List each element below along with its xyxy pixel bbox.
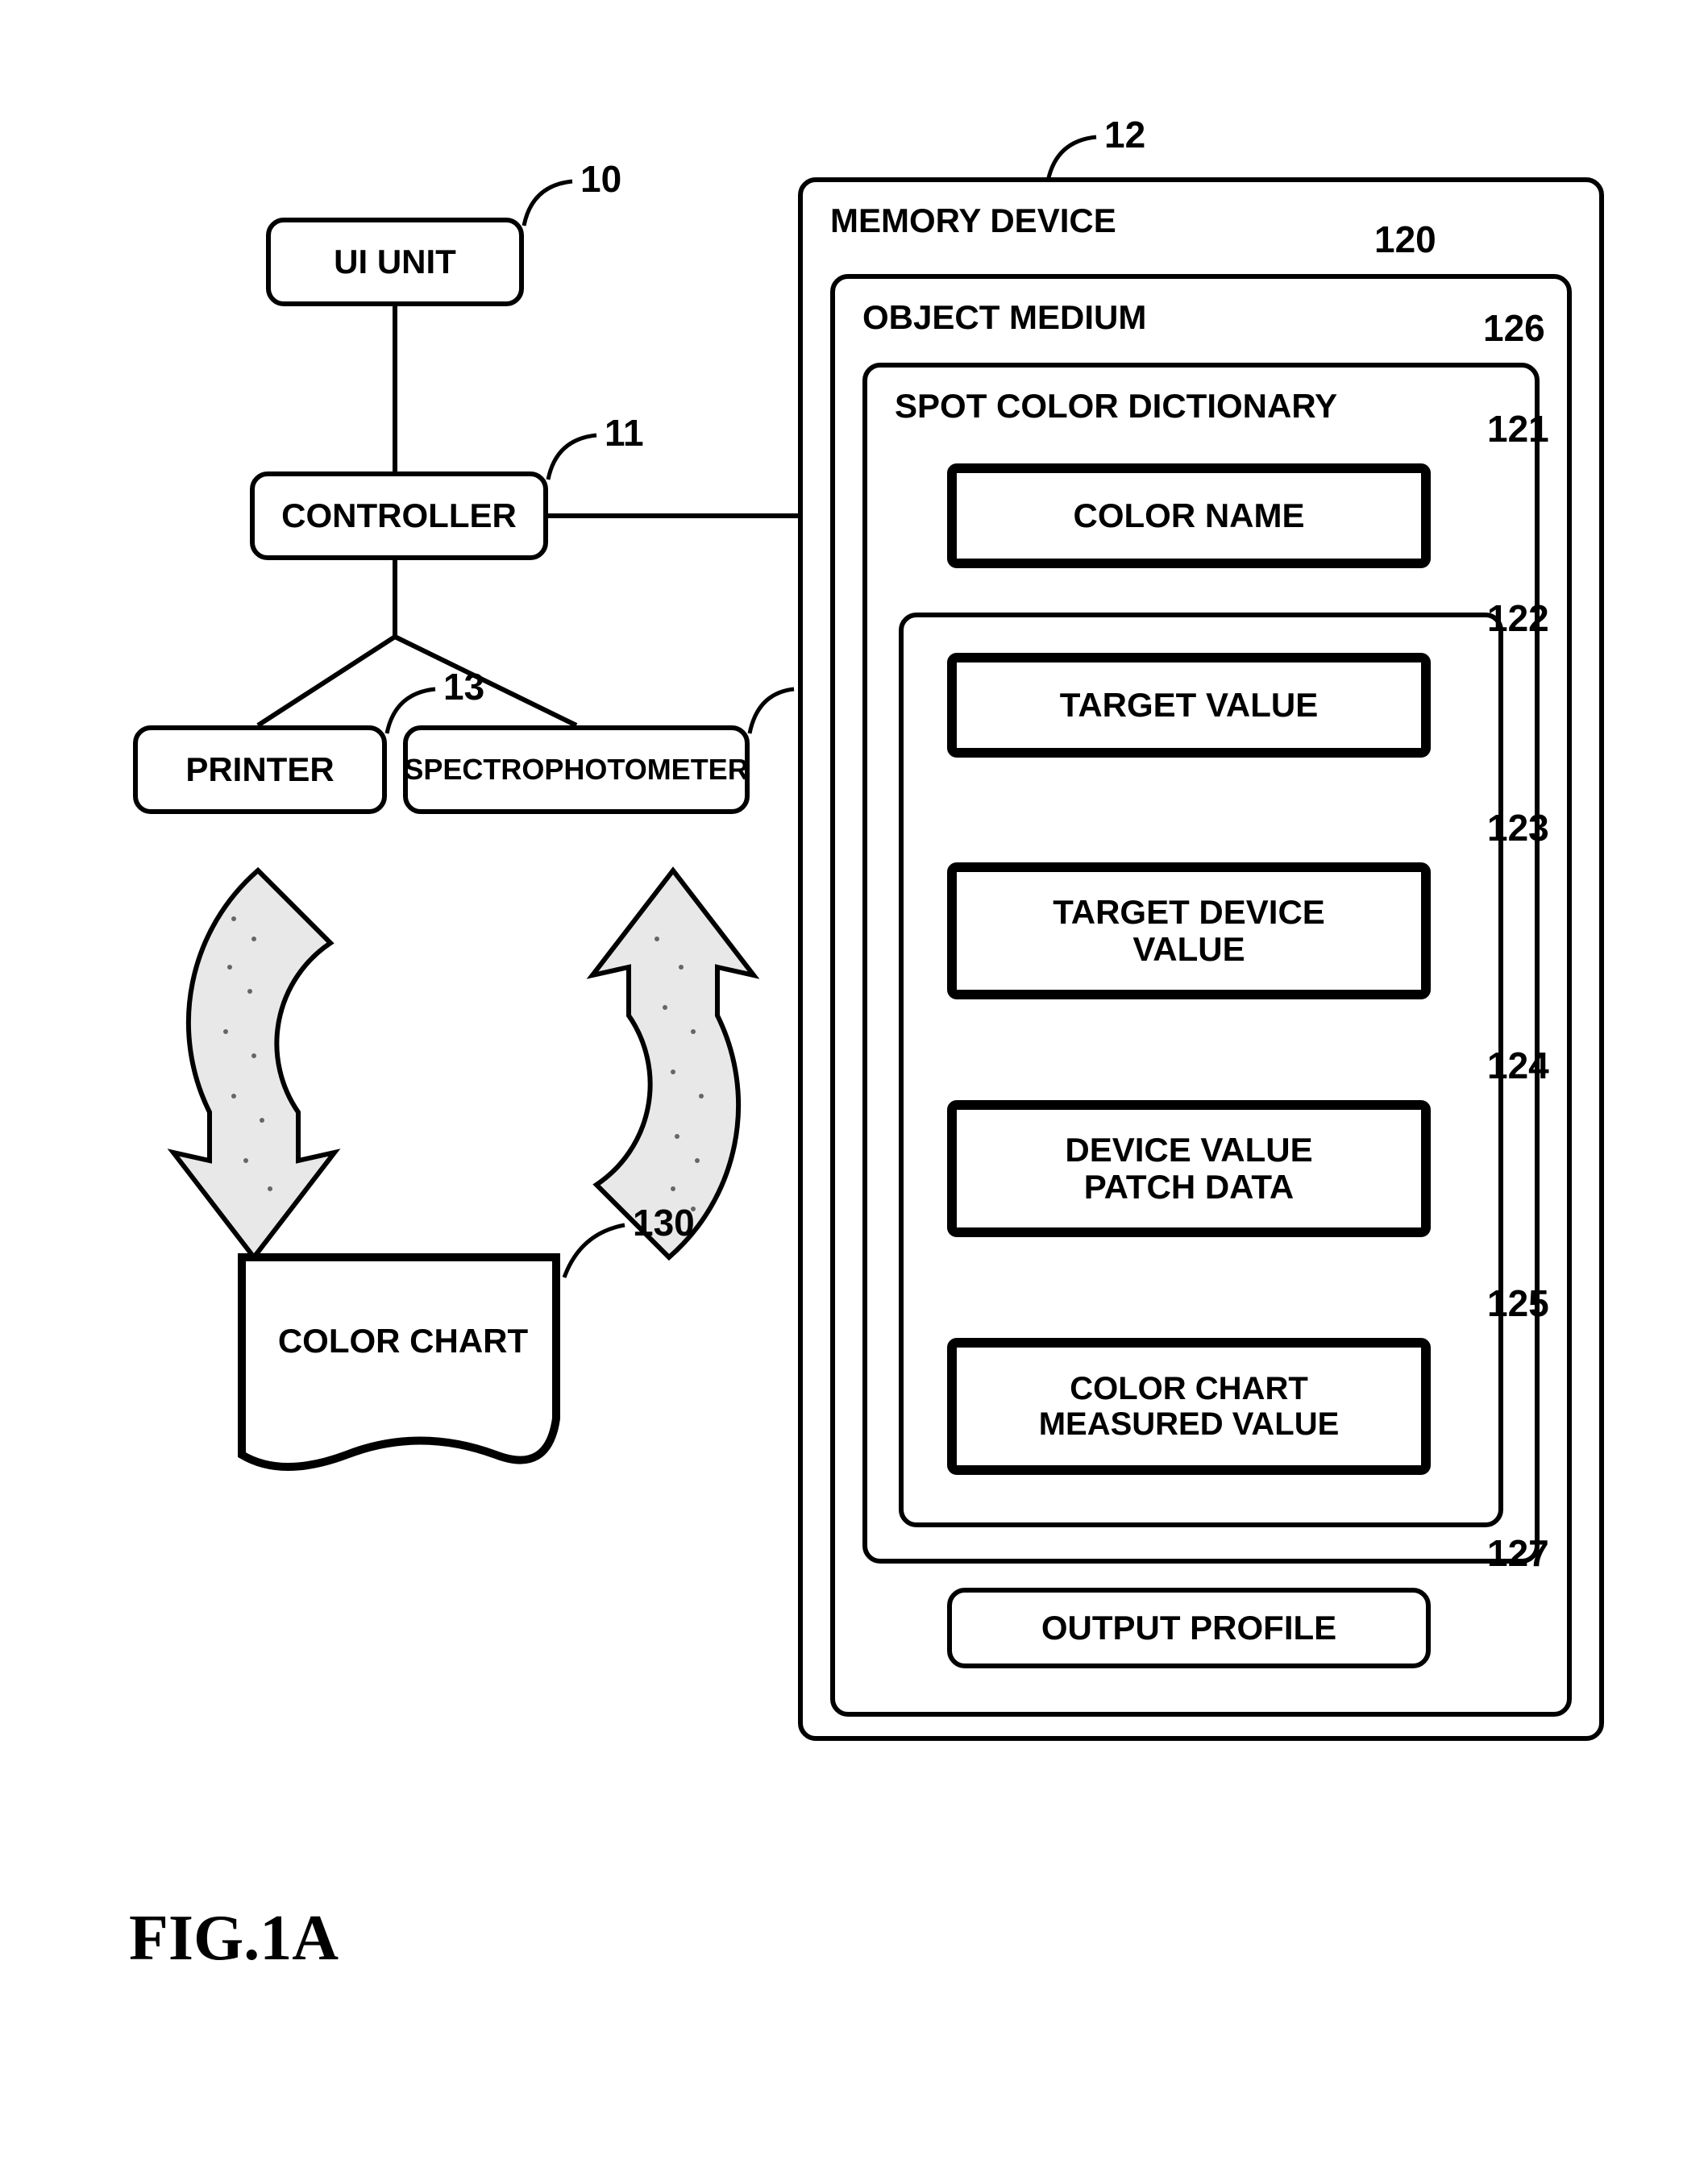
printer-num: 13 xyxy=(443,665,484,708)
ui-unit-label: UI UNIT xyxy=(334,243,456,280)
spectro-box: SPECTROPHOTOMETER xyxy=(403,725,750,814)
target-device-num: 123 xyxy=(1487,806,1549,849)
figure-caption: FIG.1A xyxy=(129,1902,339,1975)
controller-num: 11 xyxy=(605,411,644,455)
dictionary-label: SPOT COLOR DICTIONARY xyxy=(895,387,1337,426)
memory-num: 12 xyxy=(1104,113,1145,156)
patch-data-num: 124 xyxy=(1487,1044,1549,1087)
printer-box: PRINTER xyxy=(133,725,387,814)
target-value-num: 122 xyxy=(1487,596,1549,640)
printer-label: PRINTER xyxy=(185,751,334,788)
target-device-box: TARGET DEVICE VALUE xyxy=(947,862,1431,999)
color-name-label: COLOR NAME xyxy=(1074,497,1305,534)
memory-title: MEMORY DEVICE xyxy=(830,201,1116,240)
target-device-label: TARGET DEVICE VALUE xyxy=(1053,894,1325,968)
color-chart-label: COLOR CHART xyxy=(274,1322,532,1360)
color-name-num: 121 xyxy=(1487,407,1549,451)
controller-label: CONTROLLER xyxy=(281,497,517,534)
diagram-canvas: UI UNIT 10 CONTROLLER 11 PRINTER 13 SPEC… xyxy=(0,0,1708,2164)
measured-value-box: COLOR CHART MEASURED VALUE xyxy=(947,1338,1431,1475)
ui-unit-box: UI UNIT xyxy=(266,218,524,306)
color-chart-num: 130 xyxy=(633,1201,695,1244)
patch-data-box: DEVICE VALUE PATCH DATA xyxy=(947,1100,1431,1237)
target-value-label: TARGET VALUE xyxy=(1060,687,1318,724)
measured-value-num: 125 xyxy=(1487,1281,1549,1325)
dictionary-num: 126 xyxy=(1483,306,1545,350)
output-profile-box: OUTPUT PROFILE xyxy=(947,1588,1431,1668)
object-medium-num: 120 xyxy=(1374,218,1436,261)
measured-value-label: COLOR CHART MEASURED VALUE xyxy=(1039,1371,1340,1442)
output-profile-label: OUTPUT PROFILE xyxy=(1041,1610,1336,1647)
spectro-label: SPECTROPHOTOMETER xyxy=(404,754,748,786)
color-name-box: COLOR NAME xyxy=(947,463,1431,568)
patch-data-label: DEVICE VALUE PATCH DATA xyxy=(1065,1132,1312,1206)
output-profile-num: 127 xyxy=(1487,1531,1549,1575)
target-value-box: TARGET VALUE xyxy=(947,653,1431,758)
controller-box: CONTROLLER xyxy=(250,471,548,560)
ui-unit-num: 10 xyxy=(580,157,621,201)
object-medium-label: OBJECT MEDIUM xyxy=(862,298,1146,337)
